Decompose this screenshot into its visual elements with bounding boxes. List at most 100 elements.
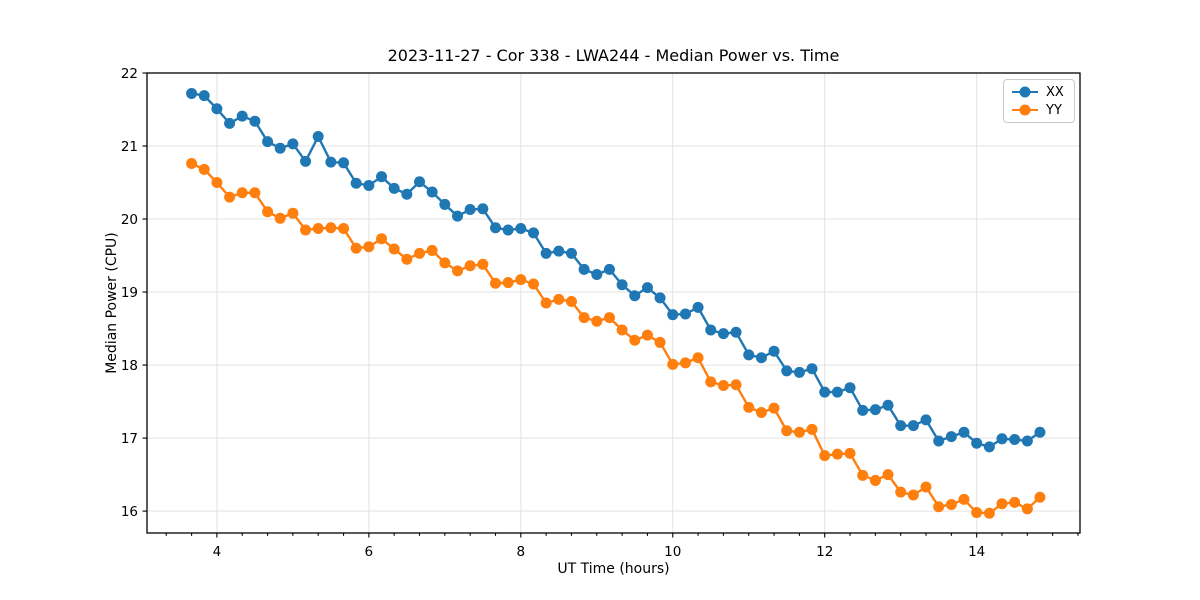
- data-point-XX: [312, 131, 324, 143]
- data-point-XX: [376, 171, 388, 183]
- data-point-XX: [350, 177, 362, 189]
- series-line-YY: [190, 162, 1042, 515]
- data-point-XX: [186, 87, 198, 99]
- series-YY: [186, 158, 1046, 519]
- data-point-XX: [401, 188, 413, 200]
- y-tick-label: 21: [121, 139, 138, 155]
- legend-line-sample-yy: [1012, 104, 1038, 116]
- data-point-YY: [1009, 496, 1021, 508]
- data-point-XX: [363, 179, 375, 191]
- data-point-XX: [679, 308, 691, 320]
- y-tick-label: 19: [121, 285, 138, 301]
- data-point-YY: [781, 425, 793, 437]
- x-tick-label: 4: [213, 544, 222, 560]
- data-point-XX: [743, 349, 755, 361]
- data-point-XX: [274, 142, 286, 154]
- data-point-XX: [1034, 426, 1046, 438]
- data-point-YY: [274, 212, 286, 224]
- legend: XX YY: [1003, 79, 1075, 123]
- data-point-XX: [388, 182, 400, 194]
- series-XX: [186, 87, 1046, 453]
- data-point-YY: [1034, 491, 1046, 503]
- legend-label-yy: YY: [1046, 102, 1062, 118]
- legend-item-yy: YY: [1012, 104, 1066, 117]
- data-point-YY: [730, 379, 742, 391]
- chart-title: 2023-11-27 - Cor 338 - LWA244 - Median P…: [387, 46, 840, 65]
- data-point-XX: [325, 156, 337, 168]
- legend-marker-icon: [1019, 86, 1031, 98]
- data-point-XX: [971, 437, 983, 449]
- data-point-YY: [198, 163, 210, 175]
- data-point-YY: [616, 324, 628, 336]
- data-point-YY: [388, 243, 400, 255]
- data-point-XX: [211, 103, 223, 115]
- data-point-XX: [869, 404, 881, 416]
- data-point-XX: [996, 433, 1008, 445]
- data-point-YY: [755, 407, 767, 419]
- data-point-YY: [325, 222, 337, 234]
- data-point-YY: [654, 336, 666, 348]
- data-point-YY: [287, 207, 299, 219]
- data-point-XX: [452, 210, 464, 222]
- data-point-YY: [350, 242, 362, 254]
- data-point-YY: [857, 469, 869, 481]
- data-point-YY: [528, 278, 539, 290]
- legend-label-xx: XX: [1046, 84, 1064, 100]
- major-ticks: [142, 72, 978, 538]
- y-tick-label: 16: [121, 504, 138, 520]
- x-axis-label: UT Time (hours): [557, 561, 670, 577]
- data-point-YY: [793, 426, 805, 438]
- data-point-XX: [1021, 435, 1033, 447]
- data-point-XX: [603, 263, 615, 275]
- data-point-YY: [464, 260, 476, 272]
- data-point-YY: [768, 402, 780, 414]
- data-point-YY: [578, 312, 590, 324]
- data-point-XX: [1009, 434, 1021, 446]
- data-point-XX: [477, 203, 489, 215]
- data-point-XX: [540, 247, 552, 259]
- data-point-YY: [262, 206, 274, 218]
- data-point-YY: [591, 315, 603, 327]
- data-point-YY: [743, 401, 755, 413]
- data-point-YY: [452, 265, 464, 277]
- data-point-XX: [933, 435, 945, 447]
- x-tick-label: 14: [968, 544, 985, 560]
- data-point-YY: [490, 277, 502, 289]
- data-point-YY: [338, 223, 350, 235]
- data-point-XX: [414, 176, 426, 188]
- y-tick-label: 22: [121, 66, 138, 82]
- data-point-XX: [654, 292, 666, 304]
- x-tick-label: 12: [816, 544, 833, 560]
- data-point-XX: [249, 115, 261, 127]
- data-point-YY: [705, 376, 717, 388]
- data-point-XX: [338, 157, 350, 169]
- data-point-XX: [907, 420, 919, 432]
- data-point-XX: [300, 155, 312, 167]
- data-point-YY: [236, 187, 248, 199]
- data-point-YY: [1021, 503, 1033, 515]
- data-point-YY: [907, 489, 919, 501]
- data-point-XX: [236, 110, 248, 122]
- data-point-XX: [755, 352, 767, 364]
- data-point-YY: [844, 447, 856, 459]
- data-point-XX: [895, 420, 907, 432]
- data-point-YY: [641, 329, 653, 341]
- data-point-XX: [806, 363, 818, 375]
- data-point-YY: [376, 233, 388, 245]
- legend-line-sample-xx: [1012, 86, 1038, 98]
- data-point-YY: [363, 241, 375, 253]
- data-point-XX: [464, 204, 476, 216]
- data-point-YY: [249, 187, 261, 199]
- gridlines: [147, 72, 1080, 533]
- data-point-XX: [958, 426, 970, 438]
- data-point-YY: [945, 499, 957, 511]
- x-tick-label: 6: [365, 544, 374, 560]
- data-point-XX: [667, 309, 679, 321]
- data-point-YY: [540, 297, 552, 309]
- data-point-YY: [211, 177, 223, 189]
- data-point-XX: [198, 90, 210, 102]
- data-point-XX: [565, 247, 577, 259]
- data-point-YY: [603, 312, 615, 324]
